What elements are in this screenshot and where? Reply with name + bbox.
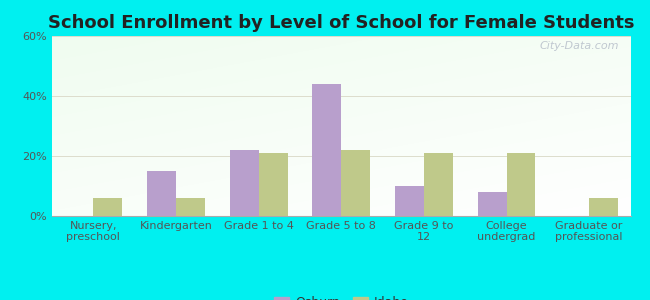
Text: City-Data.com: City-Data.com [540, 41, 619, 51]
Bar [147, 171, 176, 216]
Bar [94, 198, 122, 216]
Bar [259, 153, 287, 216]
Bar [312, 84, 341, 216]
Bar [395, 186, 424, 216]
Bar [229, 150, 259, 216]
Bar [506, 153, 536, 216]
Bar [478, 192, 506, 216]
Bar [424, 153, 453, 216]
Bar [176, 198, 205, 216]
Legend: Osburn, Idaho: Osburn, Idaho [269, 291, 413, 300]
Bar [341, 150, 370, 216]
Title: School Enrollment by Level of School for Female Students: School Enrollment by Level of School for… [48, 14, 634, 32]
Bar [589, 198, 618, 216]
